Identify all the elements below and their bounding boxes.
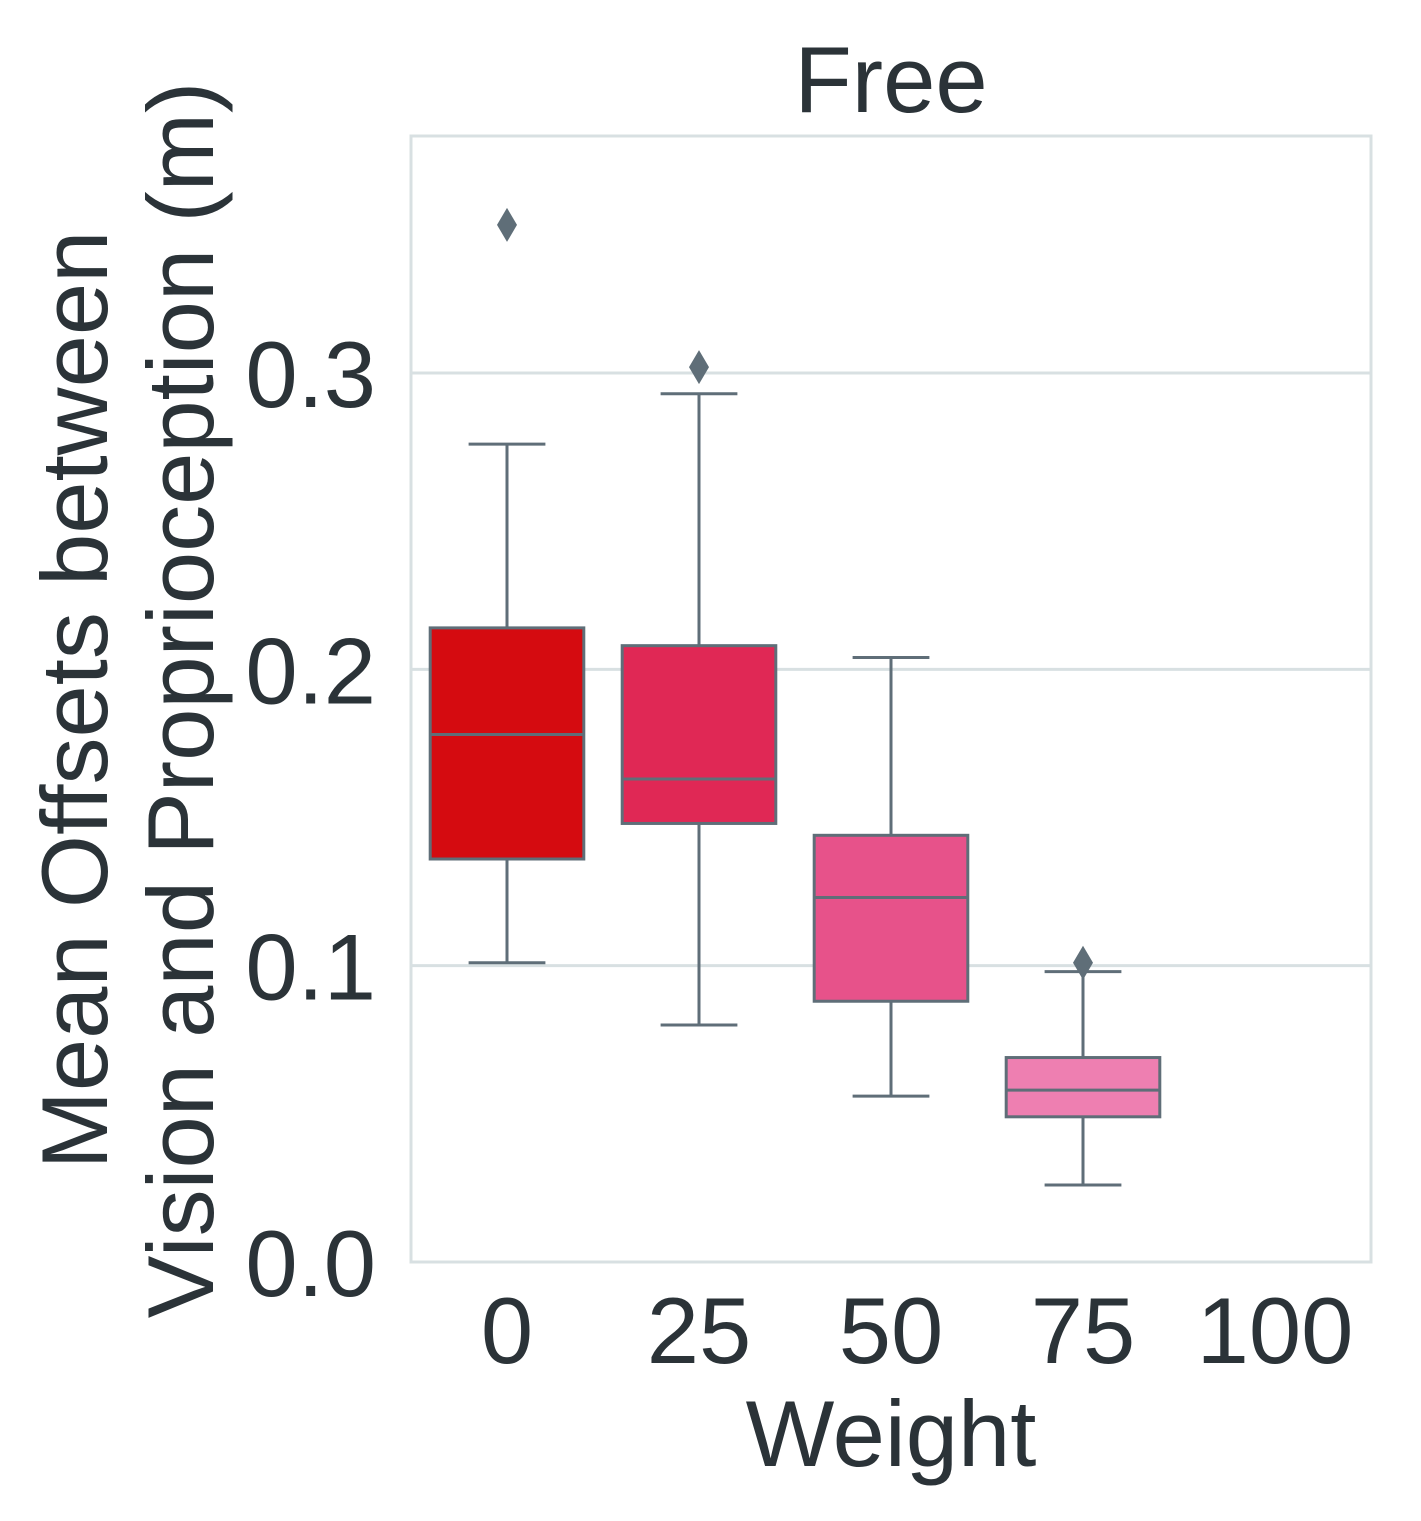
box-iqr [428, 626, 586, 861]
y-tick-label: 0.2 [245, 618, 376, 723]
x-axis-label: Weight [746, 1381, 1037, 1486]
x-tick-label: 50 [839, 1278, 944, 1383]
x-tick-label: 75 [1031, 1278, 1136, 1383]
box-group-weight-0 [428, 207, 586, 965]
box-iqr [1004, 1056, 1162, 1119]
chart-title: Free [794, 27, 987, 132]
y-axis-label-line-1: Mean Offsets between [22, 231, 127, 1170]
box-group-weight-25 [620, 350, 778, 1027]
box-iqr [620, 644, 778, 825]
x-tick-label: 100 [1197, 1278, 1354, 1383]
y-tick-label: 0.1 [245, 915, 376, 1020]
outlier-point [497, 207, 517, 242]
y-axis-label-line-2: Vision and Proprioception (m) [128, 82, 233, 1319]
x-tick-label: 25 [647, 1278, 752, 1383]
y-tick-labels: 0.0 0.1 0.2 0.3 [245, 322, 376, 1316]
plot-frame [409, 134, 1373, 1264]
outlier-point [689, 350, 709, 385]
box-group-weight-50 [812, 656, 970, 1098]
x-tick-labels: 0 25 50 75 100 [481, 1278, 1354, 1383]
box-group-weight-75 [1004, 945, 1162, 1187]
box-series [428, 207, 1162, 1187]
x-tick-label: 0 [481, 1278, 533, 1383]
outlier-point [1073, 945, 1093, 980]
box-iqr [812, 833, 970, 1003]
y-tick-label: 0.0 [245, 1211, 376, 1316]
y-tick-label: 0.3 [245, 322, 376, 427]
